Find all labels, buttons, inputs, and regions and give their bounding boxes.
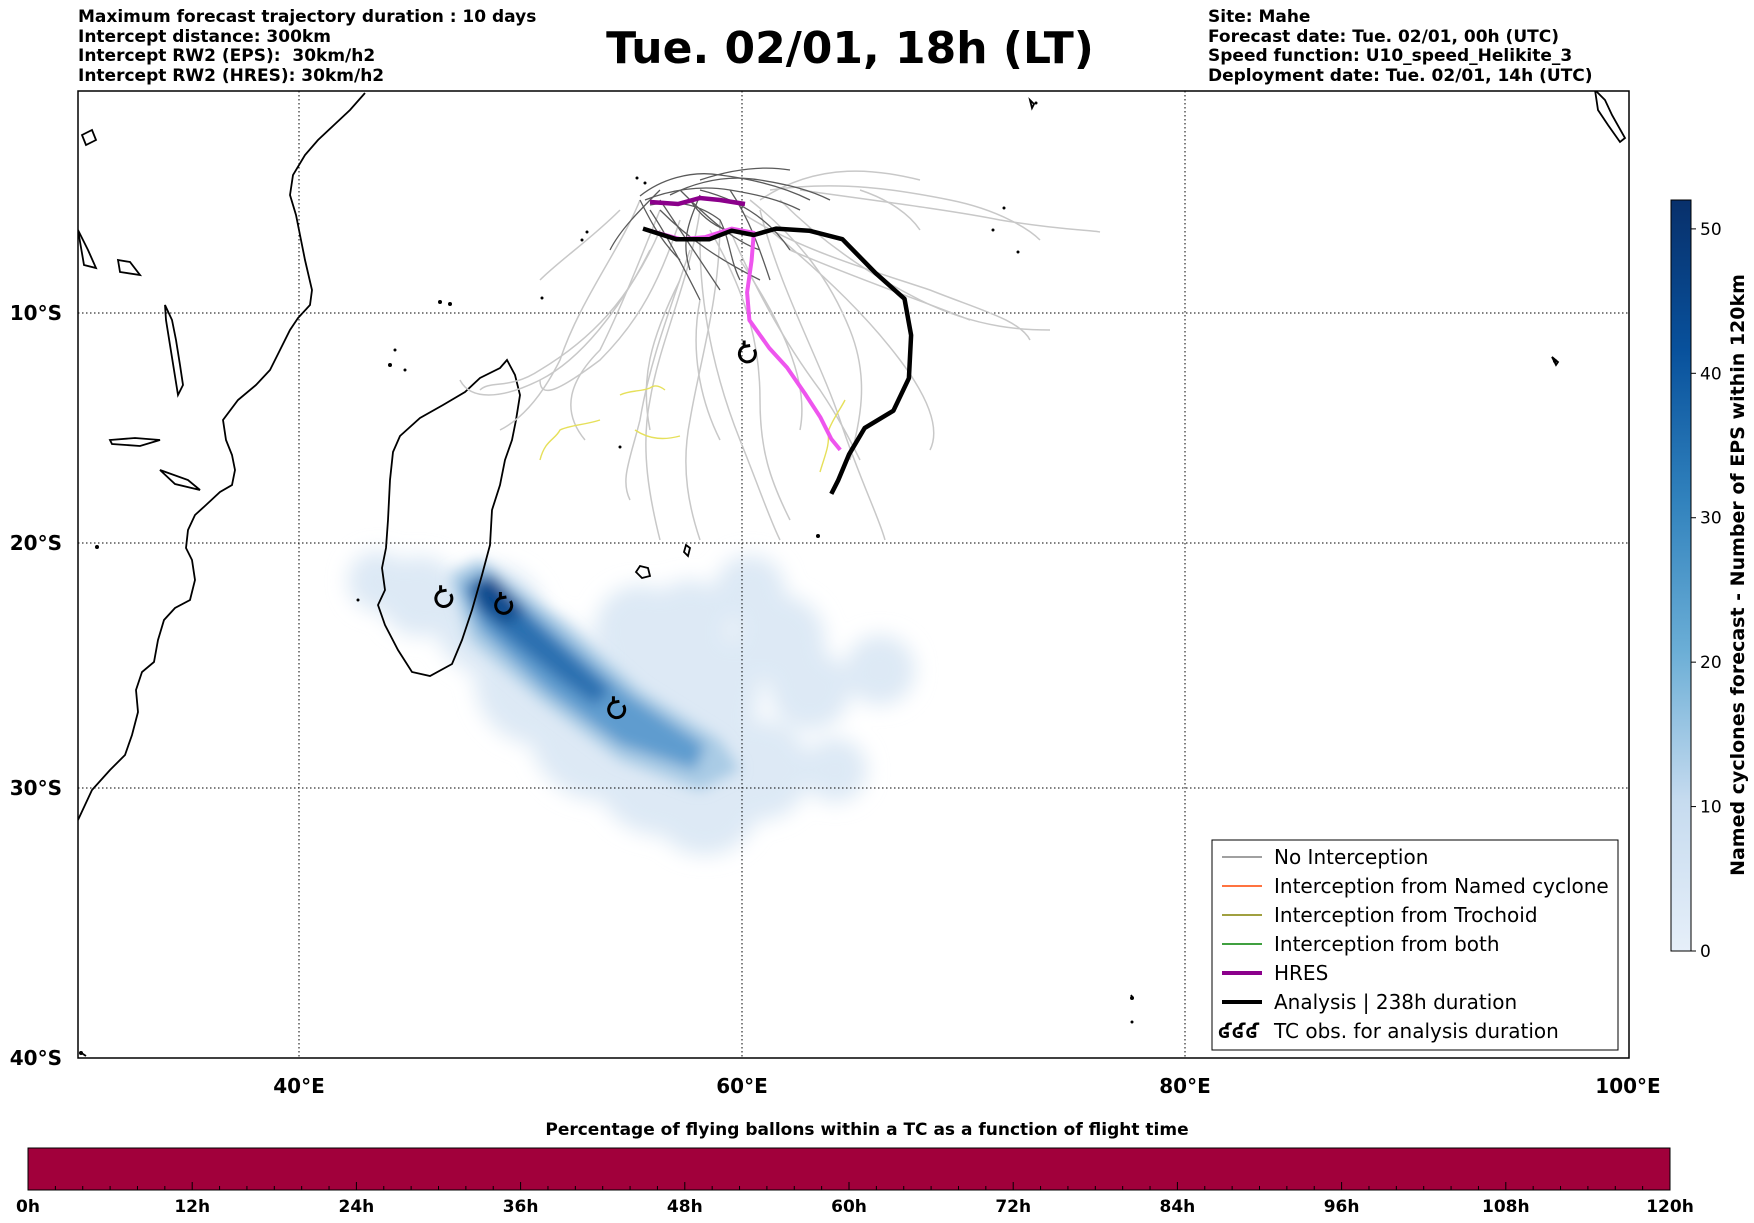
- timeline-label: 60h: [831, 1197, 867, 1217]
- colorbar-gradient: [1670, 199, 1692, 952]
- timeline-title: Percentage of flying ballons within a TC…: [545, 1120, 1188, 1140]
- right-info-block: Site: Mahe Forecast date: Tue. 02/01, 00…: [1208, 7, 1593, 86]
- y-tick-40S: 40°S: [10, 1046, 62, 1070]
- colorbar-label: Named cyclones forecast - Number of EPS …: [1727, 274, 1749, 876]
- colorbar-tick-label: 50: [1700, 220, 1722, 240]
- timeline-label: 24h: [339, 1197, 375, 1217]
- timeline-label: 0h: [16, 1197, 40, 1217]
- colorbar-tick-label: 40: [1700, 364, 1722, 384]
- axis-ticks: 40°E 60°E 80°E 100°E 10°S 20°S 30°S 40°S: [10, 301, 1661, 1098]
- info-max-duration: Maximum forecast trajectory duration : 1…: [78, 7, 537, 27]
- info-intercept-eps: Intercept RW2 (EPS): 30km/h2: [78, 46, 376, 66]
- x-tick-40E: 40°E: [273, 1074, 325, 1098]
- coast-lake: [164, 304, 184, 398]
- grid: [78, 91, 1629, 1058]
- timeline-label: 96h: [1324, 1197, 1360, 1217]
- x-tick-80E: 80°E: [1159, 1074, 1211, 1098]
- timeline-label: 108h: [1482, 1197, 1530, 1217]
- y-tick-20S: 20°S: [10, 531, 62, 555]
- colorbar-tick-label: 0: [1700, 942, 1711, 962]
- ensemble-trajectories-light: [459, 170, 1101, 541]
- timeline-label: 72h: [995, 1197, 1031, 1217]
- main-title: Tue. 02/01, 18h (LT): [606, 23, 1094, 74]
- tc-observation-marker: [607, 696, 627, 720]
- coast-madagascar: [377, 358, 521, 677]
- legend-tc-symbol: ʛʛʛ: [1218, 1019, 1259, 1043]
- left-info-block: Maximum forecast trajectory duration : 1…: [78, 7, 537, 86]
- legend-box: [1211, 839, 1619, 1051]
- timeline-label: 120h: [1646, 1197, 1694, 1217]
- tc-observation-marker: [494, 592, 514, 615]
- timeline-label: 12h: [174, 1197, 210, 1217]
- y-tick-30S: 30°S: [10, 776, 62, 800]
- timeline-label: 84h: [1160, 1197, 1196, 1217]
- info-deployment-date: Deployment date: Tue. 02/01, 14h (UTC): [1208, 65, 1593, 86]
- tc-observation-marker: [434, 585, 454, 608]
- colorbar-tick-label: 30: [1700, 509, 1722, 529]
- series-hres-start: [649, 195, 746, 207]
- info-speed-function: Speed function: U10_speed_Helikite_3: [1208, 46, 1573, 66]
- coast-africa: [78, 92, 366, 821]
- info-forecast-date: Forecast date: Tue. 02/01, 00h (UTC): [1208, 26, 1559, 47]
- x-tick-100E: 100°E: [1595, 1074, 1660, 1098]
- timeline: Percentage of flying ballons within a TC…: [16, 1120, 1694, 1217]
- tc-observation-markers: [434, 340, 757, 720]
- colorbar-tick-label: 10: [1700, 798, 1722, 818]
- ensemble-trajectories-dark: [609, 167, 831, 301]
- info-intercept-hres: Intercept RW2 (HRES): 30km/h2: [78, 65, 385, 86]
- coast-red-sea-horn: [78, 229, 98, 270]
- coastlines: [78, 91, 1627, 1057]
- legend-both: Interception from both: [1274, 932, 1500, 956]
- timeline-label: 48h: [667, 1197, 703, 1217]
- islands: [79, 101, 1557, 1055]
- density-field: [348, 551, 915, 855]
- colorbar: 0 10 20 30 40 50 Named cyclones forecast - Nu…: [1670, 199, 1749, 962]
- legend-no-interception: No Interception: [1274, 845, 1428, 869]
- legend-named-cyclone: Interception from Named cyclone: [1274, 874, 1609, 898]
- coast-reunion: [634, 564, 652, 579]
- x-tick-60E: 60°E: [716, 1074, 768, 1098]
- tc-observation-marker: [737, 340, 757, 364]
- legend-hres: HRES: [1274, 961, 1328, 985]
- map-frame: [77, 90, 1630, 1059]
- legend-trochoid: Interception from Trochoid: [1274, 903, 1538, 927]
- info-site: Site: Mahe: [1208, 7, 1311, 27]
- timeline-label: 36h: [503, 1197, 539, 1217]
- legend: No Interception Interception from Named …: [1211, 839, 1619, 1051]
- info-intercept-distance: Intercept distance: 300km: [78, 26, 331, 47]
- y-tick-10S: 10°S: [10, 301, 62, 325]
- series-hres-line: [649, 226, 842, 452]
- coast-mauritius: [682, 543, 692, 558]
- legend-analysis: Analysis | 238h duration: [1274, 990, 1517, 1014]
- colorbar-tick-label: 20: [1700, 653, 1722, 673]
- series-analysis-line: [642, 226, 914, 495]
- legend-tc-obs: TC obs. for analysis duration: [1273, 1019, 1559, 1043]
